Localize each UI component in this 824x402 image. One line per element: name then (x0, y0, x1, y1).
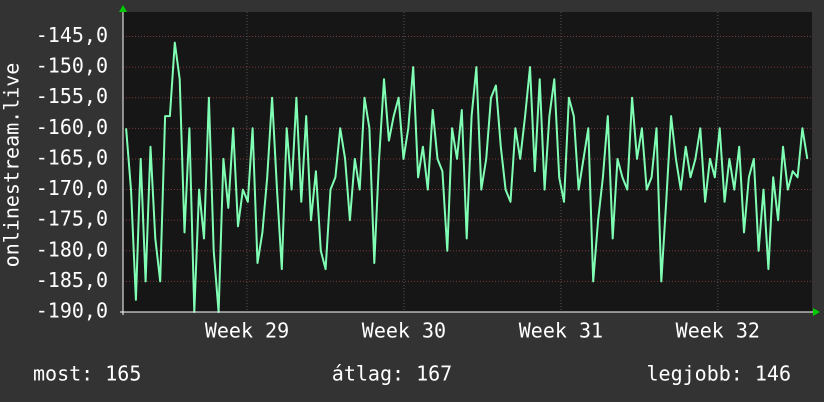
y-tick-label: -150,0 (36, 54, 108, 78)
y-tick-label: -185,0 (36, 268, 108, 292)
x-tick-label: Week 32 (676, 319, 760, 343)
y-tick-label: -175,0 (36, 207, 108, 231)
x-tick-label: Week 30 (362, 319, 446, 343)
footer-best: legjobb: 146 (647, 362, 792, 386)
footer-current: most: 165 (33, 362, 141, 386)
x-tick-label: Week 31 (519, 319, 603, 343)
y-tick-label: -170,0 (36, 176, 108, 200)
y-tick-label: -155,0 (36, 84, 108, 108)
y-arrow (119, 5, 127, 12)
y-tick-label: -160,0 (36, 115, 108, 139)
y-tick-label: -145,0 (36, 23, 108, 47)
y-tick-label: -165,0 (36, 145, 108, 169)
y-tick-label: -180,0 (36, 237, 108, 261)
data-line (125, 41, 809, 313)
y-tick-label: -190,0 (36, 299, 108, 323)
x-arrow (813, 308, 820, 316)
footer-average: átlag: 167 (332, 362, 452, 386)
y-axis-label: onlinestream.live (0, 63, 24, 268)
plot-area (123, 12, 812, 312)
x-tick-label: Week 29 (205, 319, 289, 343)
